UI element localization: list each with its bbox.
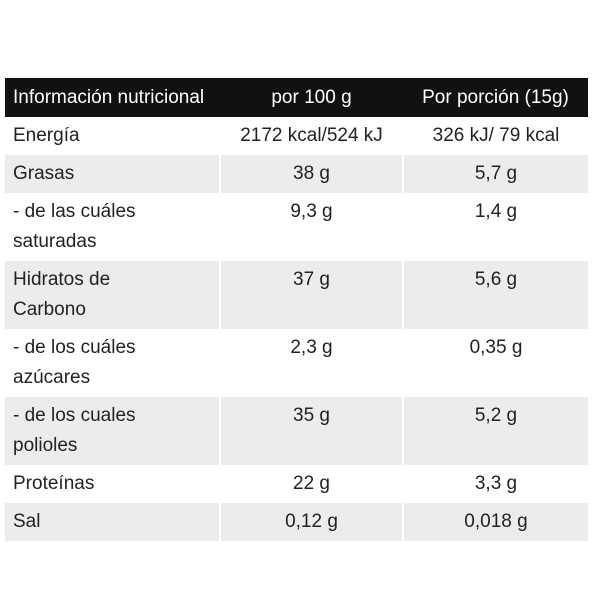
nutrient-value: 22 g — [219, 465, 403, 503]
nutrient-value: 5,2 g — [402, 397, 588, 465]
table-row: Proteínas 22 g 3,3 g — [5, 465, 588, 503]
table-row: Sal 0,12 g 0,018 g — [5, 503, 588, 541]
table-row: - de las cuáles saturadas 9,3 g 1,4 g — [5, 193, 588, 261]
nutrient-value: 5,6 g — [402, 261, 588, 329]
nutrient-label: Grasas — [5, 155, 220, 193]
table-row: Hidratos de Carbono 37 g 5,6 g — [5, 261, 588, 329]
nutrient-value: 0,018 g — [402, 503, 588, 541]
table-body: Energía 2172 kcal/524 kJ 326 kJ/ 79 kcal Gr… — [5, 117, 588, 541]
table-row: - de los cuáles azúcares 2,3 g 0,35 g — [5, 329, 588, 397]
nutrient-value: 37 g — [219, 261, 403, 329]
header-row: Información nutricional por 100 g Por po… — [5, 78, 588, 117]
nutrient-value: 38 g — [219, 155, 403, 193]
table-row: - de los cuales polioles 35 g 5,2 g — [5, 397, 588, 465]
nutrient-label: - de las cuáles saturadas — [13, 201, 136, 252]
table-row: Energía 2172 kcal/524 kJ 326 kJ/ 79 kcal — [5, 117, 588, 155]
nutrient-value: 2172 kcal/524 kJ — [219, 117, 403, 155]
nutrient-value: 0,35 g — [402, 329, 588, 397]
nutrient-label: Hidratos de Carbono — [5, 261, 220, 329]
nutrient-value: 0,12 g — [219, 503, 403, 541]
header-cell: Información nutricional — [5, 78, 220, 117]
nutrient-value: 3,3 g — [402, 465, 588, 503]
nutrient-value: 326 kJ/ 79 kcal — [402, 117, 588, 155]
nutrient-value: 9,3 g — [219, 193, 403, 261]
nutrient-value: 5,7 g — [402, 155, 588, 193]
nutrient-label: Proteínas — [13, 473, 95, 494]
nutrient-label: - de los cuáles azúcares — [13, 337, 136, 388]
nutrient-label: - de los cuales polioles — [5, 397, 220, 465]
nutrient-value: 35 g — [219, 397, 403, 465]
nutrition-table-wrap: Información nutricional por 100 g Por po… — [5, 78, 588, 541]
header-cell: Por porción (15g) — [403, 78, 588, 117]
header-cell: por 100 g — [220, 78, 403, 117]
nutrient-label: Sal — [5, 503, 220, 541]
table-row: Grasas 38 g 5,7 g — [5, 155, 588, 193]
nutrient-label: Energía — [13, 125, 80, 146]
nutrient-value: 2,3 g — [219, 329, 403, 397]
nutrition-table: Información nutricional por 100 g Por po… — [5, 78, 588, 541]
nutrient-value: 1,4 g — [402, 193, 588, 261]
